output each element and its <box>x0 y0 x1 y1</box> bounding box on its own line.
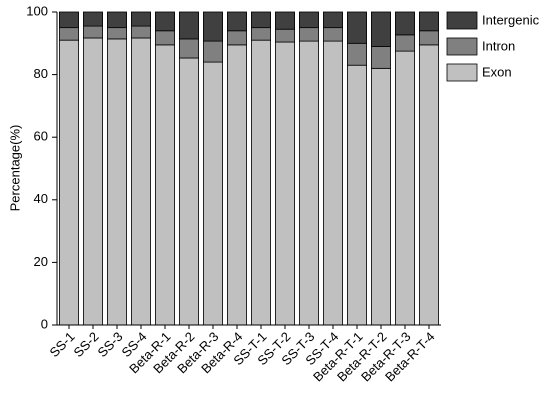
bar-segment <box>274 41 295 326</box>
bar-segment <box>370 46 391 69</box>
legend-swatch <box>446 63 478 82</box>
legend-swatch <box>446 11 478 30</box>
bar-segment <box>394 11 415 36</box>
bar-segment <box>59 11 80 29</box>
bar-segment <box>274 28 295 43</box>
bar-segment <box>107 38 128 326</box>
bar-segment <box>298 11 319 29</box>
bar-segment <box>226 11 247 32</box>
bar-segment <box>154 44 175 326</box>
bar-segment <box>250 39 271 326</box>
y-axis-label: Percentage(%) <box>7 125 22 212</box>
y-tick-label: 60 <box>34 129 48 144</box>
bar-segment <box>83 11 104 27</box>
y-tick-label: 20 <box>34 254 48 269</box>
bar-segment <box>59 39 80 326</box>
y-tick-label: 0 <box>41 316 48 331</box>
bar-segment <box>250 27 271 41</box>
bar-segment <box>130 37 151 326</box>
bar-segment <box>370 11 391 47</box>
bar-segment <box>178 11 199 40</box>
bar-segment <box>154 30 175 46</box>
bar-segment <box>298 27 319 42</box>
bar-segment <box>370 67 391 326</box>
bar-segment <box>346 42 367 66</box>
bar-segment <box>107 27 128 40</box>
bar-segment <box>394 50 415 326</box>
bar-segment <box>178 57 199 326</box>
bar-segment <box>394 34 415 52</box>
bar-segment <box>59 27 80 41</box>
bar-segment <box>274 11 295 30</box>
bar-segment <box>202 61 223 326</box>
bar-segment <box>202 40 223 63</box>
bar-segment <box>226 30 247 46</box>
bar-segment <box>322 11 343 29</box>
x-tick-label: SS-2 <box>71 329 102 360</box>
bar-segment <box>83 37 104 326</box>
bar-segment <box>418 30 439 46</box>
bar-segment <box>130 25 151 39</box>
x-tick-label: SS-3 <box>95 329 126 360</box>
bar-segment <box>418 11 439 32</box>
x-tick-label: SS-1 <box>47 329 78 360</box>
bar-segment <box>107 11 128 29</box>
y-tick-label: 80 <box>34 66 48 81</box>
bar-segment <box>83 25 104 39</box>
bar-segment <box>322 40 343 326</box>
bar-segment <box>226 44 247 326</box>
bar-segment <box>250 11 271 29</box>
legend-label: Intergenic <box>482 12 540 27</box>
bar-segment <box>202 11 223 42</box>
bar-segment <box>322 27 343 42</box>
bar-segment <box>346 11 367 44</box>
y-tick-label: 40 <box>34 191 48 206</box>
bar-segment <box>298 40 319 326</box>
bar-segment <box>346 64 367 326</box>
bar-segment <box>154 11 175 32</box>
y-tick-label: 100 <box>26 3 48 18</box>
bar-segment <box>178 38 199 59</box>
bar-segment <box>130 11 151 27</box>
legend-label: Intron <box>482 38 515 53</box>
bar-segment <box>418 44 439 326</box>
legend-swatch <box>446 37 478 56</box>
legend-label: Exon <box>482 64 512 79</box>
